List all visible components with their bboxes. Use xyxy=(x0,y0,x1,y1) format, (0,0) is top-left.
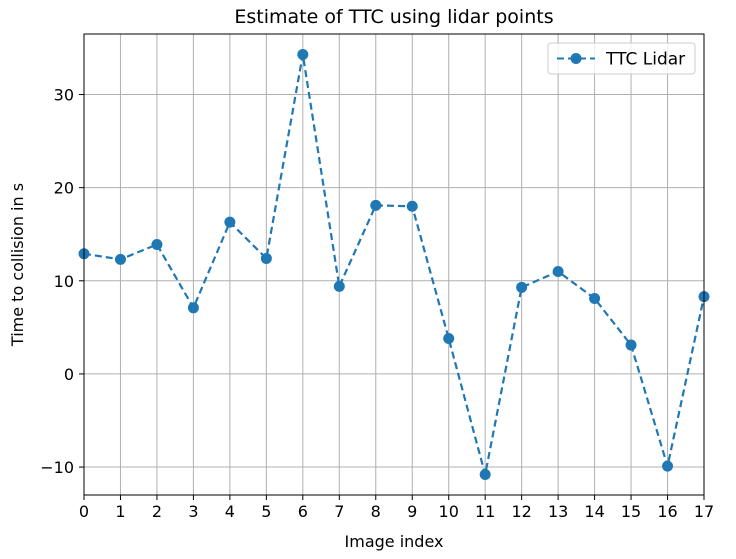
y-tick-label: 20 xyxy=(54,179,74,198)
legend: TTC Lidar xyxy=(547,42,696,75)
legend-label-ttc-lidar: TTC Lidar xyxy=(605,50,685,70)
legend-box xyxy=(547,42,696,75)
x-tick-label: 5 xyxy=(261,502,271,521)
x-tick-label: 2 xyxy=(152,502,162,521)
x-tick-label: 11 xyxy=(475,502,495,521)
y-tick-label: 0 xyxy=(64,365,74,384)
data-point xyxy=(516,281,528,293)
x-tick-label: 9 xyxy=(407,502,417,521)
x-axis-label: Image index xyxy=(345,532,444,551)
x-tick-label: 8 xyxy=(371,502,381,521)
data-point xyxy=(370,199,382,211)
data-point xyxy=(224,216,236,228)
x-tick-label: 17 xyxy=(694,502,714,521)
legend-marker-swatch xyxy=(570,53,582,64)
x-tick-label: 14 xyxy=(584,502,604,521)
y-tick-label: 10 xyxy=(54,272,74,291)
x-tick-label: 15 xyxy=(621,502,641,521)
data-point xyxy=(114,253,126,265)
chart-title: Estimate of TTC using lidar points xyxy=(234,6,553,28)
y-tick-label: 30 xyxy=(54,86,74,105)
x-tick-label: 1 xyxy=(115,502,125,521)
data-point xyxy=(187,302,199,314)
data-point xyxy=(625,339,637,351)
x-tick-label: 10 xyxy=(439,502,459,521)
data-point xyxy=(443,333,455,345)
data-point xyxy=(260,252,272,264)
series-line-ttc-lidar xyxy=(83,54,706,475)
x-tick-label: 3 xyxy=(188,502,198,521)
y-tick-label: −10 xyxy=(40,458,74,477)
x-tick-label: 7 xyxy=(334,502,344,521)
data-point xyxy=(151,238,163,250)
x-tick-label: 13 xyxy=(548,502,568,521)
data-point xyxy=(552,265,564,277)
x-tick-label: 0 xyxy=(79,502,89,521)
data-point xyxy=(589,292,601,304)
data-point xyxy=(297,48,309,60)
x-tick-label: 12 xyxy=(511,502,531,521)
data-point xyxy=(333,280,345,292)
data-point xyxy=(479,469,491,481)
series-layer xyxy=(78,48,710,481)
x-tick-label: 4 xyxy=(225,502,235,521)
data-point xyxy=(406,200,418,212)
x-tick-label: 6 xyxy=(298,502,308,521)
y-axis-label: Time to collision in s xyxy=(8,183,27,347)
data-point xyxy=(662,460,674,472)
plot-area-frame xyxy=(83,33,705,496)
x-tick-label: 16 xyxy=(657,502,677,521)
